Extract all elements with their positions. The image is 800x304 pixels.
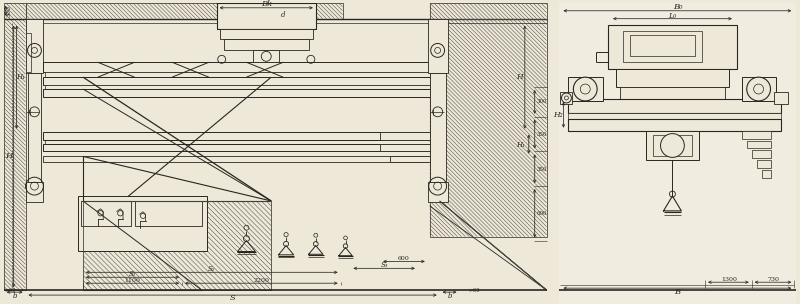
Bar bbox=[742, 77, 777, 101]
Bar bbox=[430, 19, 546, 237]
Bar bbox=[26, 3, 342, 19]
Text: >60: >60 bbox=[469, 288, 480, 293]
Circle shape bbox=[574, 77, 597, 101]
Text: b: b bbox=[12, 292, 17, 300]
Text: B: B bbox=[674, 288, 681, 296]
Text: H₂: H₂ bbox=[553, 111, 562, 119]
Text: 1300: 1300 bbox=[721, 277, 737, 282]
Bar bbox=[757, 160, 771, 168]
Bar bbox=[26, 182, 43, 202]
Text: 600: 600 bbox=[537, 211, 547, 216]
Text: b: b bbox=[447, 292, 452, 300]
Text: 300: 300 bbox=[537, 99, 547, 104]
Text: 350: 350 bbox=[537, 132, 547, 137]
Bar bbox=[43, 89, 440, 97]
Text: d: d bbox=[281, 11, 286, 19]
Bar bbox=[217, 3, 316, 29]
Bar bbox=[569, 119, 782, 131]
Text: S₁: S₁ bbox=[129, 270, 136, 278]
Bar bbox=[4, 3, 26, 290]
Circle shape bbox=[746, 77, 770, 101]
Text: L₀: L₀ bbox=[668, 12, 677, 20]
Bar bbox=[380, 143, 430, 151]
Bar bbox=[46, 85, 438, 89]
Text: 350: 350 bbox=[537, 167, 547, 172]
Bar bbox=[762, 170, 771, 178]
Bar bbox=[26, 33, 31, 72]
Text: H₁: H₁ bbox=[16, 73, 25, 81]
Text: S₂: S₂ bbox=[208, 265, 215, 273]
Text: S₃: S₃ bbox=[380, 261, 388, 269]
Bar bbox=[46, 72, 438, 77]
Bar bbox=[752, 150, 771, 158]
Bar bbox=[380, 132, 430, 140]
Bar bbox=[46, 140, 438, 143]
Bar bbox=[43, 77, 440, 85]
Bar bbox=[646, 131, 699, 160]
Bar bbox=[746, 140, 771, 148]
Bar bbox=[43, 156, 440, 162]
Bar bbox=[742, 131, 771, 139]
Bar bbox=[27, 73, 42, 182]
Bar bbox=[83, 201, 271, 290]
Text: 300: 300 bbox=[6, 5, 11, 17]
Text: >60: >60 bbox=[5, 288, 17, 293]
Text: Bk: Bk bbox=[261, 0, 272, 8]
Bar bbox=[616, 69, 729, 87]
Text: 600: 600 bbox=[398, 256, 410, 261]
Bar bbox=[569, 77, 603, 101]
Bar bbox=[428, 19, 447, 73]
Bar bbox=[43, 62, 440, 72]
Bar bbox=[774, 92, 788, 104]
Bar bbox=[558, 3, 796, 304]
Bar bbox=[81, 201, 130, 226]
Text: H₁: H₁ bbox=[517, 140, 526, 149]
Bar bbox=[569, 113, 782, 119]
Bar bbox=[43, 132, 440, 140]
Text: 2200: 2200 bbox=[254, 278, 270, 283]
Bar bbox=[561, 92, 572, 104]
Text: H: H bbox=[517, 73, 523, 81]
Bar bbox=[430, 3, 546, 19]
Text: S: S bbox=[230, 294, 235, 302]
Bar bbox=[428, 182, 447, 202]
Bar bbox=[254, 50, 279, 62]
Bar bbox=[623, 31, 702, 62]
Text: B₀: B₀ bbox=[673, 3, 682, 11]
Bar bbox=[224, 39, 309, 50]
Bar bbox=[608, 25, 737, 69]
Bar bbox=[430, 73, 446, 182]
Bar bbox=[26, 19, 43, 73]
Bar bbox=[43, 143, 440, 151]
Text: H: H bbox=[5, 152, 12, 161]
Bar bbox=[569, 99, 782, 113]
Bar bbox=[390, 156, 430, 162]
Bar bbox=[653, 135, 692, 156]
Text: 1100: 1100 bbox=[125, 278, 141, 283]
Bar bbox=[78, 196, 207, 250]
Bar bbox=[220, 29, 313, 39]
Circle shape bbox=[661, 134, 684, 157]
Bar bbox=[620, 87, 725, 99]
Bar bbox=[630, 35, 695, 56]
Bar bbox=[134, 201, 202, 226]
Text: 730: 730 bbox=[767, 277, 779, 282]
